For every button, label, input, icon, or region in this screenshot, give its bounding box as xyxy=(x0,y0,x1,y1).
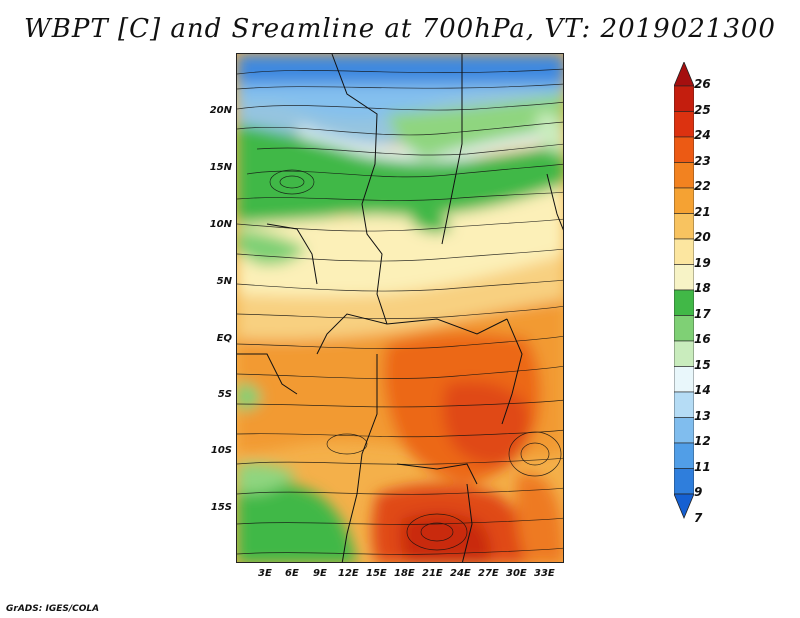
colorbar-label: 18 xyxy=(694,281,711,295)
region-orange-southeast xyxy=(515,473,563,562)
colorbar-cell xyxy=(674,417,694,444)
lon-label: 30E xyxy=(506,568,527,579)
lon-label: 15E xyxy=(366,568,387,579)
colorbar-cell xyxy=(674,289,694,316)
region-deep-red-south xyxy=(400,512,491,562)
colorbar-cap-bottom xyxy=(674,493,694,520)
colorbar-label: 15 xyxy=(694,357,711,372)
lon-label: 12E xyxy=(338,568,359,579)
lat-label: 10S xyxy=(210,445,232,456)
lon-label: 24E xyxy=(450,568,471,579)
colorbar-cell xyxy=(674,468,694,495)
colorbar-cell xyxy=(674,391,694,418)
colorbar-label: 20 xyxy=(694,230,711,244)
colorbar-label: 23 xyxy=(694,153,711,168)
colorbar-label: 21 xyxy=(694,204,711,219)
colorbar-label: 13 xyxy=(694,408,711,423)
lon-label: 6E xyxy=(285,568,299,579)
lat-label: 15N xyxy=(209,162,232,173)
country-borders xyxy=(237,54,563,562)
colorbar-label: 22 xyxy=(694,179,711,193)
region-light-green-north xyxy=(387,94,563,159)
map-panel xyxy=(236,53,564,563)
colorbar-cell xyxy=(674,111,694,138)
colorbar-label: 25 xyxy=(694,102,711,117)
lat-label: EQ xyxy=(216,333,232,344)
region-green-southwest xyxy=(237,480,357,562)
colorbar-label: 11 xyxy=(694,459,711,474)
colorbar-label: 19 xyxy=(694,255,711,270)
region-light-green-southwest xyxy=(237,462,297,494)
lon-label: 3E xyxy=(258,568,272,579)
colorbar-cell xyxy=(674,264,694,291)
lon-label: 18E xyxy=(394,568,415,579)
colorbar-cell xyxy=(674,213,694,240)
colorbar-cell xyxy=(674,162,694,189)
colorbar-cell xyxy=(674,442,694,469)
colorbar-label: 14 xyxy=(694,383,711,397)
colorbar-cell xyxy=(674,85,694,112)
colorbar-cell xyxy=(674,187,694,214)
map-field xyxy=(237,54,563,562)
lon-label: 9E xyxy=(313,568,327,579)
colorbar-label: 12 xyxy=(694,434,711,448)
colorbar xyxy=(674,62,694,520)
region-red-east xyxy=(443,381,530,465)
lon-label: 27E xyxy=(478,568,499,579)
colorbar-label: 16 xyxy=(694,332,711,346)
colorbar-cell xyxy=(674,340,694,367)
region-green-patches xyxy=(237,229,307,265)
colorbar-label: 26 xyxy=(694,77,711,91)
region-green-west-patch xyxy=(237,383,262,411)
lon-label: 33E xyxy=(534,568,555,579)
lat-label: 20N xyxy=(209,105,232,116)
colorbar-cell xyxy=(674,315,694,342)
lat-label: 5S xyxy=(217,389,232,400)
colorbar-label: 7 xyxy=(694,510,703,525)
colorbar-label: 9 xyxy=(694,485,703,499)
colorbar-cap-top xyxy=(674,62,694,87)
colorbar-label: 17 xyxy=(694,306,711,321)
region-green-patch-east xyxy=(407,194,452,233)
colorbar-cell xyxy=(674,136,694,163)
colorbar-cell xyxy=(674,366,694,393)
colorbar-label: 24 xyxy=(694,128,711,142)
chart-title: WBPT [C] and Sreamline at 700hPa, VT: 20… xyxy=(24,14,776,44)
lon-label: 21E xyxy=(422,568,443,579)
colorbar-cell xyxy=(674,238,694,265)
lat-label: 15S xyxy=(210,502,232,513)
credit-text: GrADS: IGES/COLA xyxy=(6,604,100,614)
lat-label: 5N xyxy=(216,276,232,287)
streamlines xyxy=(237,68,563,555)
lat-label: 10N xyxy=(209,219,232,230)
